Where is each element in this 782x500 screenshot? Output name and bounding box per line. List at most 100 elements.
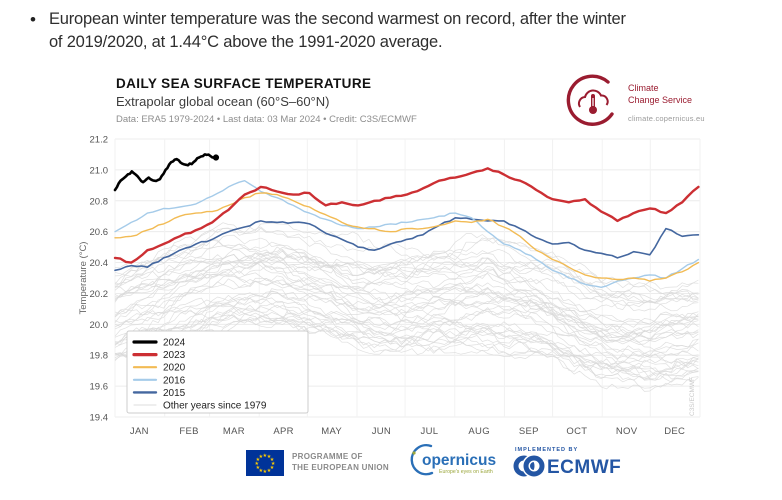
c3s-cloud-thermometer-icon <box>566 74 614 126</box>
y-tick-label: 20.6 <box>90 227 109 238</box>
month-label: FEB <box>179 426 198 437</box>
series-2015-line <box>114 217 700 272</box>
legend-box <box>126 330 309 414</box>
other-year-line <box>114 261 699 345</box>
month-label: JAN <box>130 426 149 437</box>
month-label: MAR <box>223 426 245 437</box>
other-year-line <box>114 292 699 360</box>
bullet-marker: • <box>30 10 36 29</box>
footer-logos: ★ ★ ★ ★ ★ ★ ★ ★ ★ ★ ★ ★ PROGRAMME OF THE EUROPEAN U… <box>246 441 625 484</box>
eu-flag-star: ★ <box>267 453 272 459</box>
y-axis-title: Temperature (°C) <box>78 242 89 315</box>
month-label: DEC <box>664 426 685 437</box>
y-tick-label: 19.8 <box>90 351 109 362</box>
eu-flag-star: ★ <box>259 468 264 474</box>
chart-watermark: C3S/ECMWF <box>689 377 696 416</box>
other-year-line <box>114 252 699 308</box>
other-year-line <box>114 303 699 376</box>
sst-chart: 19.4 19.6 19.8 20.0 20.2 20.4 20.6 20.8 21.0 21.2… <box>78 135 701 437</box>
month-label: JUN <box>372 426 391 437</box>
legend-label-1: 2023 <box>163 350 186 361</box>
other-year-line <box>114 304 699 366</box>
other-year-line <box>114 310 699 359</box>
eu-text-line1: PROGRAMME OF <box>292 452 363 462</box>
other-year-line <box>114 222 699 290</box>
eu-flag-star: ★ <box>270 456 275 462</box>
y-tick-label: 20.4 <box>90 258 109 269</box>
svg-text:opernicus: opernicus <box>422 452 496 469</box>
series-2023-line <box>113 167 700 264</box>
copernicus-logo: opernicus Europe's eyes on Earth <box>405 441 497 484</box>
month-label: JUL <box>421 426 439 437</box>
ecmwf-logo-icon: ECMWF <box>513 453 621 478</box>
other-year-line <box>114 234 699 300</box>
other-year-line <box>114 313 699 383</box>
eu-flag-star: ★ <box>270 465 275 471</box>
other-year-line <box>114 227 699 301</box>
bullet-line-1: European winter temperature was the seco… <box>48 10 626 28</box>
series-2016-line <box>114 180 700 288</box>
y-tick-label: 21.0 <box>90 165 109 176</box>
series-2020-line <box>114 192 700 282</box>
other-year-line <box>114 268 699 340</box>
eu-flag-star: ★ <box>271 461 276 467</box>
chart-subtitle: Extrapolar global ocean (60°S–60°N) <box>116 94 330 109</box>
other-year-line <box>114 246 699 312</box>
y-tick-label: 20.8 <box>90 196 109 207</box>
other-year-line <box>114 297 699 370</box>
bullet-paragraph: • European winter temperature was the se… <box>30 8 750 55</box>
svg-text:ECMWF: ECMWF <box>547 457 621 478</box>
series-2024-end-dot <box>212 154 220 161</box>
month-label: APR <box>273 426 293 437</box>
copernicus-logo-icon: opernicus Europe's eyes on Earth <box>410 444 496 476</box>
legend-label-2: 2020 <box>163 363 186 374</box>
month-label: OCT <box>566 426 587 437</box>
bullet-text: European winter temperature was the seco… <box>49 8 626 55</box>
c3s-logo: Climate Change Service climate.copernicu… <box>566 74 776 132</box>
c3s-logo-line2: Change Service <box>628 94 693 105</box>
month-label: MAY <box>321 426 342 437</box>
bullet-line-2: of 2019/2020, at 1.44°C above the 1991-2… <box>48 33 443 52</box>
month-label: AUG <box>468 426 490 437</box>
y-tick-label: 19.6 <box>90 382 109 393</box>
other-year-line <box>114 290 699 357</box>
eu-flag-star: ★ <box>259 453 264 459</box>
legend-label-5: Other years since 1979 <box>163 401 267 412</box>
other-year-line <box>114 253 699 325</box>
other-year-line <box>114 313 699 392</box>
eu-programme-text: PROGRAMME OF THE EUROPEAN UNION <box>292 452 389 473</box>
chart-data-credit-line: Data: ERA5 1979-2024 • Last data: 03 Mar… <box>116 114 417 125</box>
month-label: NOV <box>616 426 638 437</box>
legend-label-4: 2015 <box>163 388 186 399</box>
y-tick-label: 20.2 <box>90 289 109 300</box>
other-year-line <box>114 274 699 337</box>
other-year-line <box>114 261 699 337</box>
eu-text-line2: THE EUROPEAN UNION <box>292 462 389 472</box>
legend-label-3: 2016 <box>163 375 186 386</box>
month-label: SEP <box>519 426 539 437</box>
eu-flag-star: ★ <box>267 468 272 474</box>
other-year-line <box>114 258 699 339</box>
eu-flag-star: ★ <box>256 465 261 471</box>
y-tick-label: 20.0 <box>90 320 109 331</box>
series-2024-line <box>113 153 218 192</box>
eu-flag-star: ★ <box>263 452 268 458</box>
chart-title: DAILY SEA SURFACE TEMPERATURE <box>116 76 372 91</box>
eu-flag-star: ★ <box>263 469 268 475</box>
eu-flag-icon: ★ ★★★★★★★★★★★ <box>246 449 284 476</box>
c3s-logo-text: Climate Change Service <box>628 83 692 106</box>
c3s-logo-url: climate.copernicus.eu <box>628 114 705 123</box>
eu-flag-star: ★ <box>256 456 261 462</box>
chart-header: DAILY SEA SURFACE TEMPERATURE Extrapolar… <box>116 76 556 125</box>
ecmwf-implemented-by: IMPLEMENTED BY <box>514 446 579 453</box>
svg-text:Europe's eyes on Earth: Europe's eyes on Earth <box>439 469 493 475</box>
other-year-line <box>114 241 699 331</box>
y-tick-label: 21.2 <box>90 135 109 146</box>
y-tick-label: 19.4 <box>90 413 109 424</box>
eu-flag-star: ★ <box>254 461 259 467</box>
legend-label-0: 2024 <box>163 338 186 349</box>
other-year-line <box>114 291 699 380</box>
c3s-logo-line1: Climate <box>628 83 659 93</box>
eu-programme-block: ★ ★ ★ ★ ★ ★ ★ ★ ★ ★ ★ ★ PROGRAMME OF THE EUROPEAN U… <box>246 449 389 476</box>
